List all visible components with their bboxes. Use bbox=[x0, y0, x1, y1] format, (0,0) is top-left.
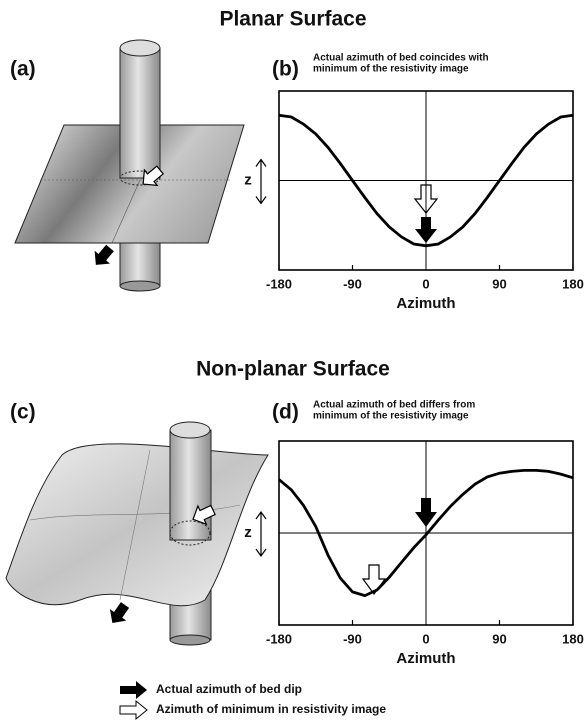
x-tick-label: -180 bbox=[266, 631, 292, 646]
panel-label: (b) bbox=[272, 58, 299, 81]
annotation: Actual azimuth of bed coincides with bbox=[313, 53, 489, 64]
z-arrow bbox=[255, 158, 267, 205]
annotation: Actual azimuth of bed differs from bbox=[313, 400, 475, 411]
panel-label: (d) bbox=[272, 401, 299, 424]
min-arrow bbox=[361, 564, 387, 596]
planar-illustration bbox=[14, 39, 245, 292]
legend-label: Actual azimuth of bed dip bbox=[156, 682, 302, 696]
y-axis-label: z bbox=[244, 171, 252, 188]
nonplanar-illustration bbox=[5, 421, 269, 646]
z-arrow bbox=[255, 510, 267, 558]
x-tick-label: 180 bbox=[562, 276, 584, 291]
x-tick-label: 90 bbox=[492, 276, 506, 291]
annotation: minimum of the resistivity image bbox=[313, 64, 469, 75]
section-title: Planar Surface bbox=[219, 8, 366, 31]
x-tick-label: 180 bbox=[562, 631, 584, 646]
panel-label: (a) bbox=[10, 58, 36, 81]
x-axis-label: Azimuth bbox=[396, 650, 455, 667]
legend-label: Azimuth of minimum in resistivity image bbox=[156, 702, 386, 716]
x-tick-label: -90 bbox=[343, 631, 362, 646]
x-tick-label: 0 bbox=[422, 276, 429, 291]
y-axis-label: z bbox=[244, 524, 252, 541]
x-tick-label: -90 bbox=[343, 276, 362, 291]
curve bbox=[278, 113, 574, 248]
annotation: minimum of the resistivity image bbox=[313, 411, 469, 422]
x-tick-label: 90 bbox=[492, 631, 506, 646]
x-tick-label: -180 bbox=[266, 276, 292, 291]
x-tick-label: 0 bbox=[422, 631, 429, 646]
curve bbox=[278, 469, 574, 598]
legend: Actual azimuth of bed dip Azimuth of min… bbox=[119, 681, 386, 721]
section-title: Non-planar Surface bbox=[196, 358, 390, 381]
x-axis-label: Azimuth bbox=[396, 295, 455, 312]
panel-label: (c) bbox=[10, 401, 36, 424]
